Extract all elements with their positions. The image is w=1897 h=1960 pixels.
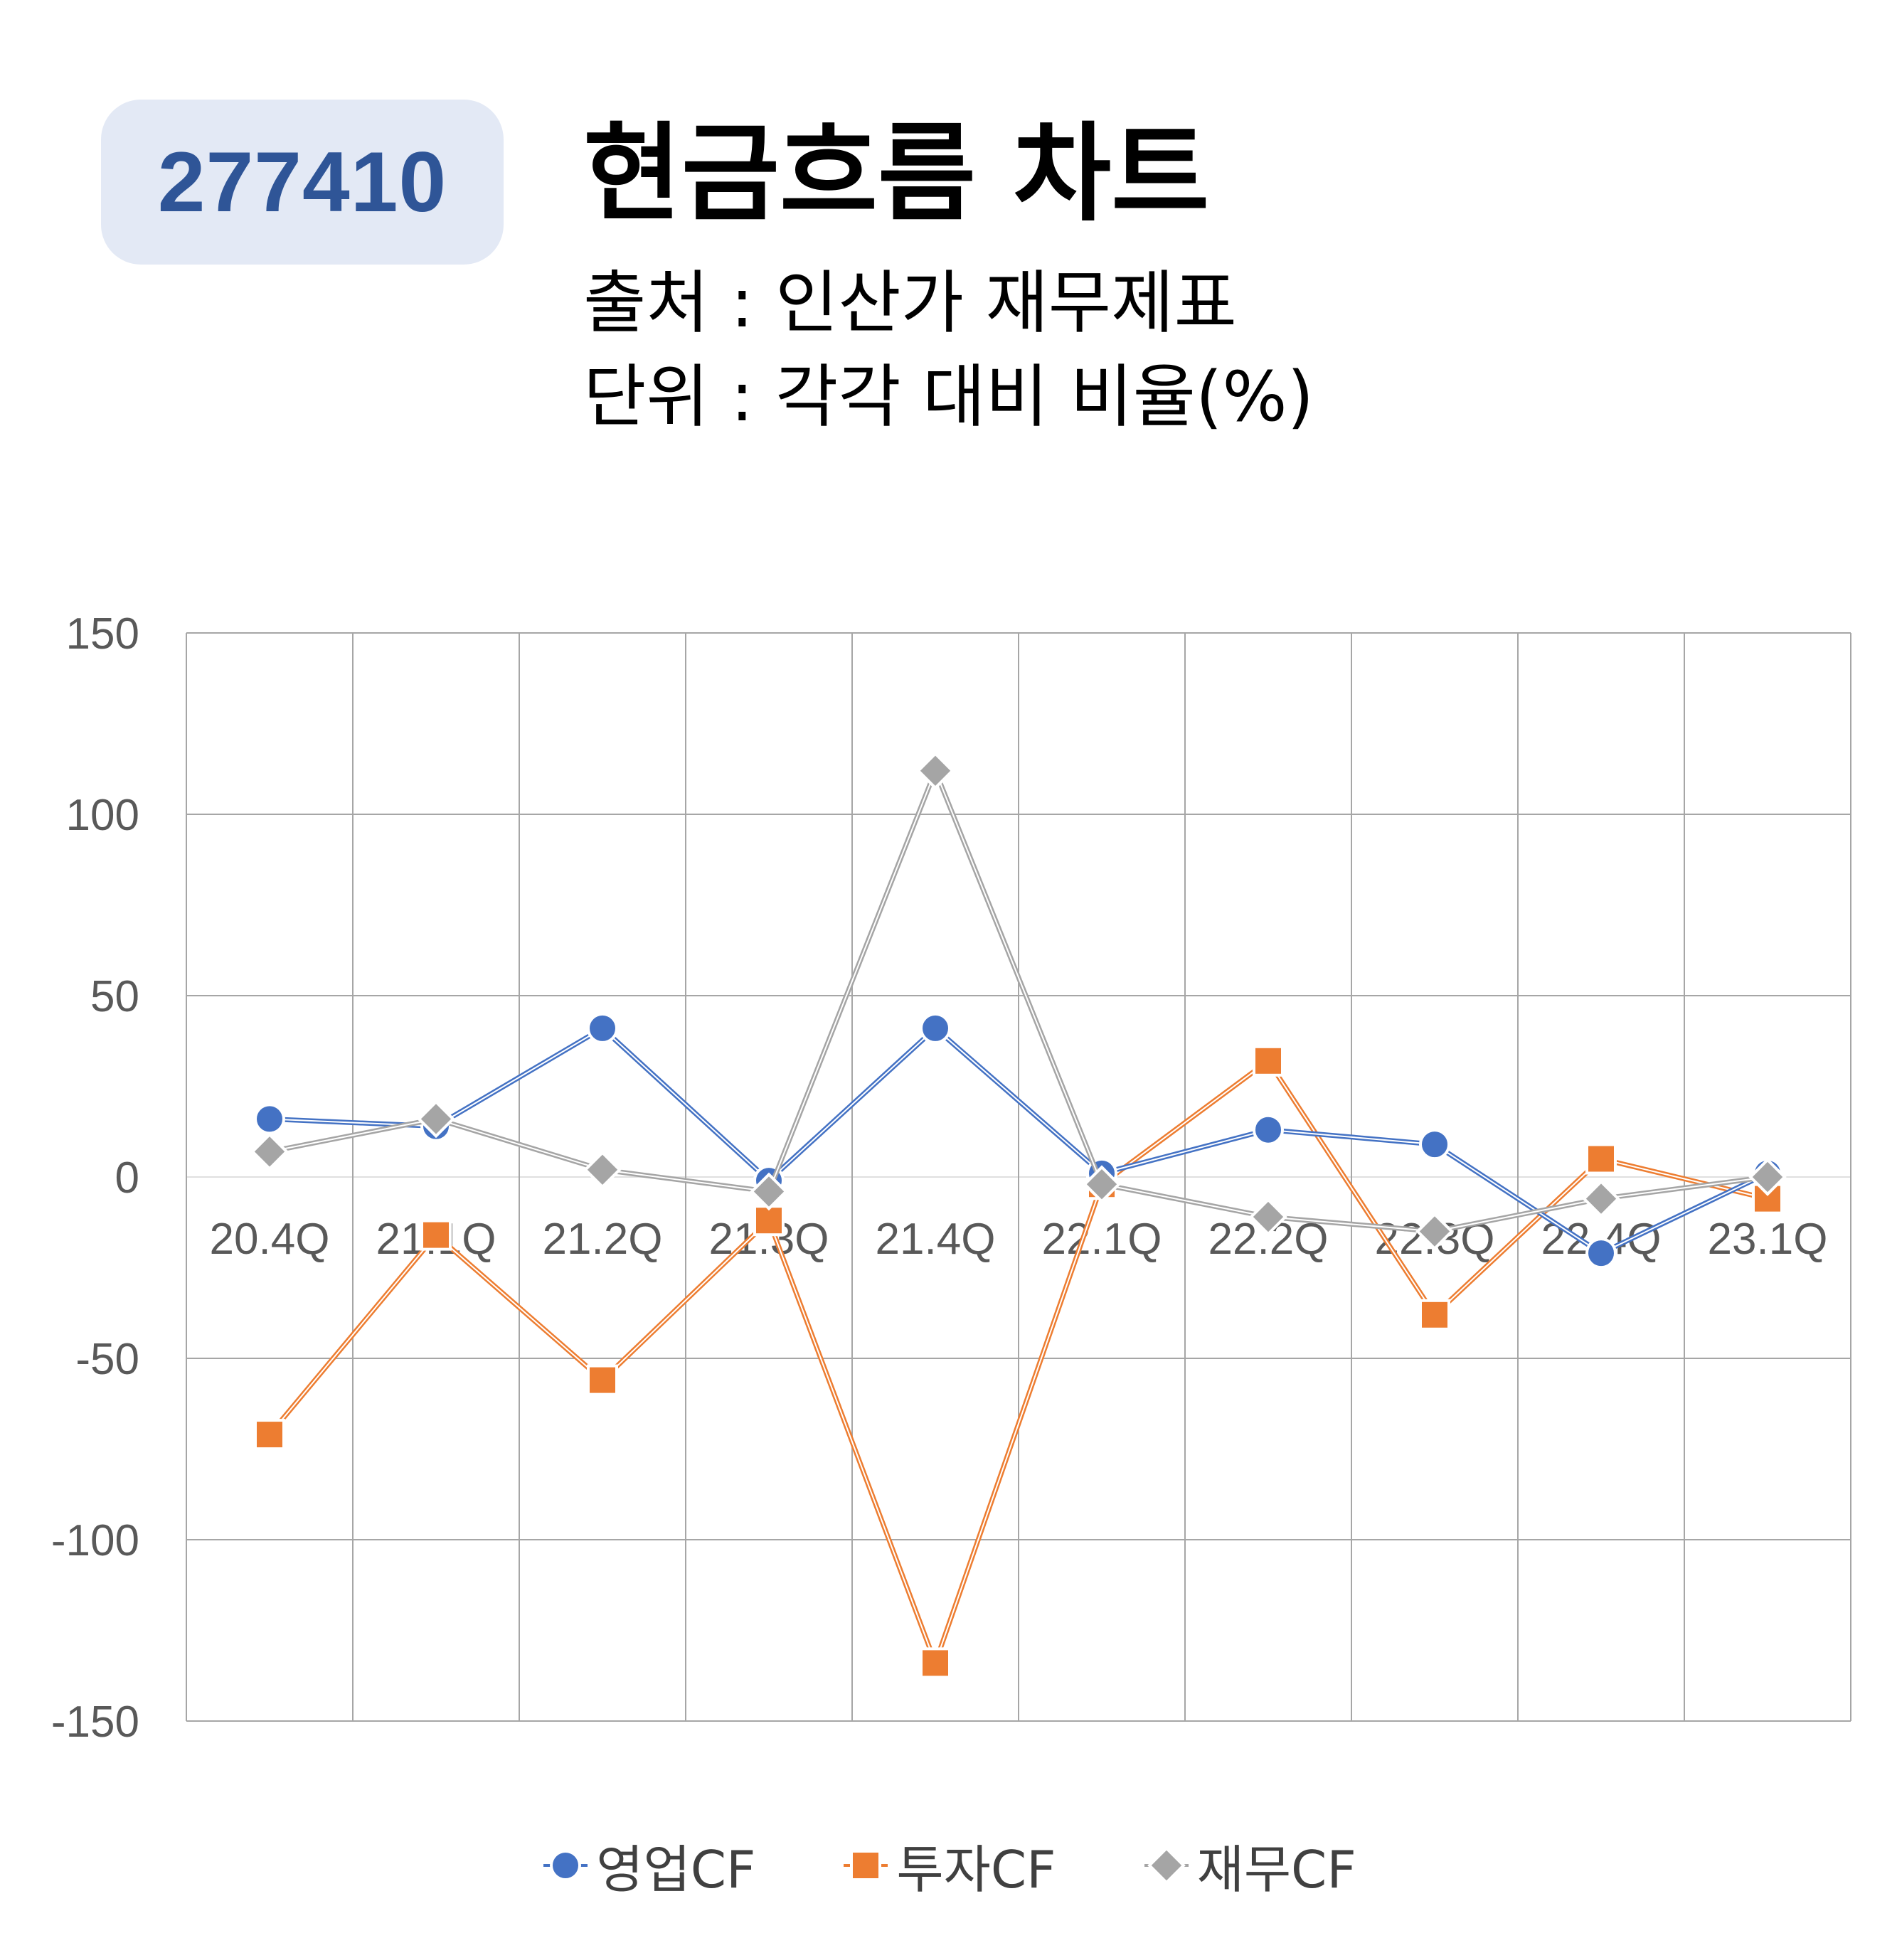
- data-point: [587, 1364, 618, 1396]
- unit-label: 단위 : 각각 대비 비율(%): [583, 357, 1314, 437]
- legend-item: 영업CF: [541, 1828, 755, 1902]
- data-point: [1585, 1143, 1617, 1175]
- data-point: [916, 751, 955, 790]
- legend-label: 재무CF: [1196, 1840, 1356, 1900]
- square-marker-icon: [844, 1849, 888, 1881]
- y-tick-label: 50: [90, 972, 139, 1021]
- x-tick-label: 22.1Q: [1042, 1215, 1162, 1264]
- data-point: [417, 1099, 455, 1139]
- series-diamond: [250, 751, 1787, 1251]
- series-line-inner: [269, 769, 1768, 1232]
- data-point: [1752, 1183, 1783, 1215]
- series-square: [254, 1045, 1783, 1679]
- x-tick-label: 20.4Q: [210, 1215, 330, 1264]
- data-point: [750, 1172, 788, 1211]
- legend-marker: [1147, 1846, 1186, 1885]
- data-point: [1419, 1129, 1450, 1161]
- series-line-inner: [269, 1027, 1768, 1255]
- data-point: [250, 1132, 289, 1171]
- data-point: [254, 1103, 285, 1135]
- source-label: 출처 : 인산가 재무제표: [583, 263, 1237, 343]
- data-point: [587, 1012, 618, 1044]
- data-point: [1249, 1198, 1287, 1236]
- y-tick-label: -150: [51, 1698, 139, 1747]
- diamond-marker-icon: [1144, 1846, 1189, 1885]
- data-point: [1585, 1237, 1617, 1269]
- stock-code: 277410: [157, 134, 447, 230]
- y-tick-label: 100: [66, 791, 139, 840]
- data-point: [1582, 1179, 1620, 1218]
- data-point: [1415, 1212, 1454, 1251]
- series-line-inner: [269, 1060, 1768, 1666]
- data-point: [1419, 1299, 1450, 1331]
- data-point: [1083, 1165, 1121, 1204]
- x-tick-label: 21.4Q: [876, 1215, 996, 1264]
- stock-code-badge: 277410: [101, 100, 504, 265]
- chart-series: [250, 751, 1787, 1679]
- data-point: [1253, 1114, 1284, 1146]
- chart-grid: [186, 632, 1851, 1722]
- circle-marker-icon: [543, 1849, 588, 1881]
- legend-marker: [550, 1849, 582, 1881]
- y-tick-label: -50: [75, 1335, 139, 1384]
- legend-marker: [850, 1849, 882, 1881]
- y-tick-label: 0: [115, 1154, 139, 1203]
- data-point: [254, 1419, 285, 1451]
- y-tick-label: -100: [51, 1516, 139, 1565]
- chart-title: 현금흐름 차트: [583, 112, 1210, 236]
- legend-label: 영업CF: [596, 1840, 756, 1900]
- legend-item: 투자CF: [841, 1828, 1056, 1902]
- y-axis: 150 100 50 0 -50 -100 -150: [51, 609, 139, 1747]
- legend-item: 재무CF: [1142, 1828, 1356, 1902]
- x-tick-label: 23.1Q: [1708, 1215, 1828, 1264]
- data-point: [420, 1219, 452, 1251]
- data-point: [920, 1012, 951, 1044]
- data-point: [1253, 1045, 1284, 1077]
- legend-label: 투자CF: [896, 1840, 1056, 1900]
- data-point: [1748, 1158, 1787, 1196]
- data-point: [920, 1647, 951, 1679]
- x-tick-label: 21.2Q: [543, 1215, 663, 1264]
- y-tick-label: 150: [66, 609, 139, 659]
- chart-legend: 영업CF 투자CF 재무CF: [0, 1828, 1897, 1902]
- data-point: [583, 1150, 622, 1189]
